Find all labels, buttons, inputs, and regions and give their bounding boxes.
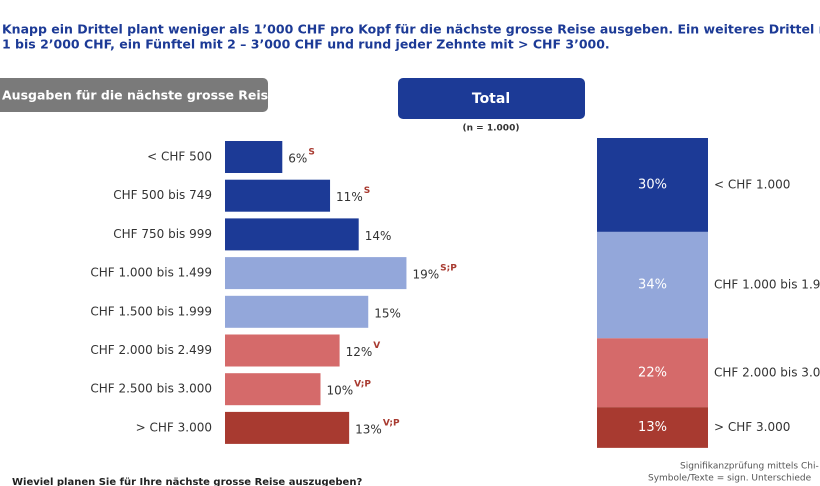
y-tick-label: < CHF 500 xyxy=(147,150,212,164)
value-label: 10% xyxy=(327,384,354,398)
y-tick-label: CHF 1.000 bis 1.499 xyxy=(90,266,212,280)
value-label: 13% xyxy=(355,422,382,436)
legend-label: CHF 2.000 bis 3.000 xyxy=(714,365,820,379)
bar xyxy=(225,411,350,444)
significance-label: S;P xyxy=(440,264,457,274)
footnote: Signifikanzprüfung mittels Chi- xyxy=(680,462,819,472)
headline: Knapp ein Drittel plant weniger als 1’00… xyxy=(2,22,820,37)
category-label: Total xyxy=(472,91,510,107)
bar xyxy=(225,141,283,173)
bar xyxy=(225,334,340,367)
value-label: 15% xyxy=(374,306,401,320)
y-tick-label: CHF 2.500 bis 3.000 xyxy=(90,382,212,396)
y-tick-label: CHF 500 bis 749 xyxy=(113,188,212,202)
y-tick-label: > CHF 3.000 xyxy=(136,420,212,434)
bar xyxy=(225,257,407,290)
question: Wieviel planen Sie für Ihre nächste gros… xyxy=(12,477,362,486)
bar-segment xyxy=(597,338,708,408)
value-label: 12% xyxy=(346,345,373,359)
value-label: 6% xyxy=(288,152,307,166)
bar-segment xyxy=(597,407,708,448)
subtitle: (n = 1.000) xyxy=(463,124,520,134)
significance-label: V xyxy=(373,341,380,351)
significance-label: V;P xyxy=(354,380,371,390)
value-label: 19% xyxy=(412,268,439,282)
significance-label: S xyxy=(308,148,314,158)
footnote: Symbole/Texte = sign. Unterschiede xyxy=(648,474,812,484)
value-label: 13% xyxy=(638,420,667,435)
bar xyxy=(225,295,369,328)
bar xyxy=(225,179,331,212)
value-label: 14% xyxy=(365,229,392,243)
section-box xyxy=(0,78,268,112)
y-tick-label: CHF 1.500 bis 1.999 xyxy=(90,304,212,318)
bar-segment xyxy=(597,138,708,232)
value-label: 11% xyxy=(336,190,363,204)
legend-label: > CHF 3.000 xyxy=(714,420,790,434)
y-tick-label: CHF 2.000 bis 2.499 xyxy=(90,343,212,357)
significance-label: S xyxy=(364,186,370,196)
value-label: 22% xyxy=(638,365,667,380)
significance-label: V;P xyxy=(383,418,400,428)
y-tick-label: CHF 750 bis 999 xyxy=(113,227,212,241)
legend-label: CHF 1.000 bis 1.999 xyxy=(714,278,820,292)
value-label: 34% xyxy=(638,278,667,293)
chart-title: Ausgaben für die nächste grosse Reise xyxy=(2,88,277,103)
value-label: 30% xyxy=(638,177,667,192)
bar xyxy=(225,218,359,251)
legend-label: < CHF 1.000 xyxy=(714,177,790,191)
total-box xyxy=(398,78,585,119)
bar xyxy=(225,373,321,406)
headline: 1 bis 2’000 CHF, ein Fünftel mit 2 – 3’0… xyxy=(2,37,610,52)
bar-segment xyxy=(597,231,708,339)
